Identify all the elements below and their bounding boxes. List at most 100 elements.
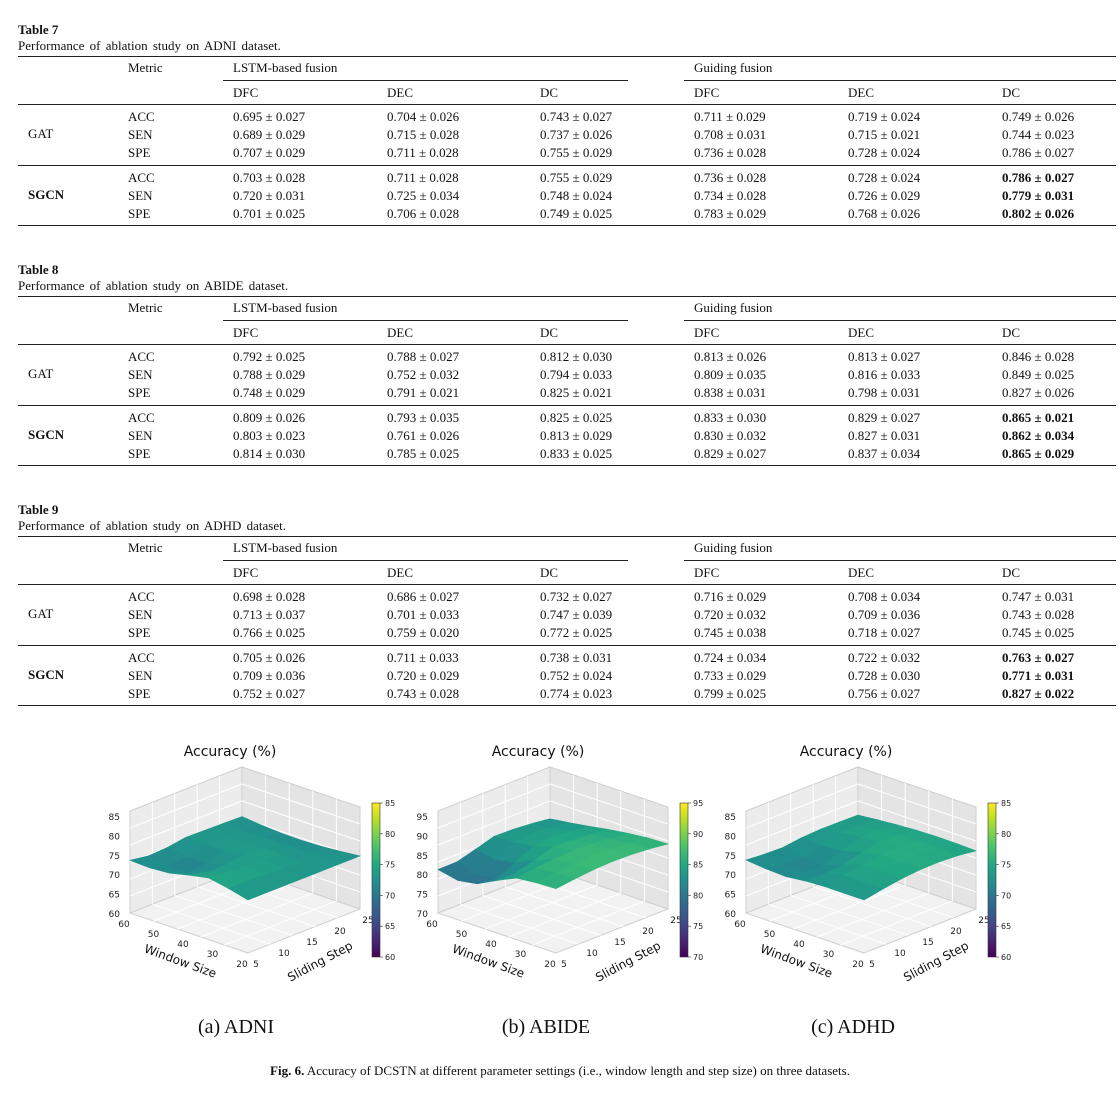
table-body: Metric LSTM-based fusion Guiding fusion DFC…: [18, 536, 1116, 706]
x-tick-label: 50: [456, 930, 468, 940]
value-cell: 0.838 ± 0.031: [694, 385, 767, 400]
value-cell: 0.813 ± 0.026: [694, 349, 767, 364]
value-cell: 0.752 ± 0.032: [387, 367, 460, 382]
z-tick-label: 65: [725, 891, 736, 901]
group-header-lstm: LSTM-based fusion: [233, 540, 338, 555]
value-cell: 0.686 ± 0.027: [387, 589, 460, 604]
grid-line: [437, 783, 551, 829]
sub-header: DFC: [233, 565, 259, 580]
value-cell: 0.701 ± 0.033: [387, 607, 460, 622]
y-tick-label: 20: [950, 927, 962, 937]
metric-cell: ACC: [128, 650, 155, 665]
value-cell: 0.803 ± 0.023: [233, 428, 306, 443]
plot-title: Accuracy (%): [184, 744, 277, 760]
metric-cell: SEN: [128, 127, 153, 142]
z-tick-label: 70: [417, 910, 429, 920]
value-cell: 0.761 ± 0.026: [387, 428, 460, 443]
z-tick-label: 75: [417, 891, 428, 901]
value-cell: 0.748 ± 0.024: [540, 188, 613, 203]
x-tick-label: 20: [544, 960, 556, 970]
table-row: SEN 0.713 ± 0.037 0.701 ± 0.033 0.747 ± 0.0…: [18, 606, 1116, 624]
colorbar: [371, 802, 381, 958]
model-name: SGCN: [28, 427, 65, 442]
value-cell: 0.814 ± 0.030: [233, 446, 306, 461]
grid-line: [177, 884, 290, 930]
colorbar-tick-label: 75: [1001, 861, 1011, 870]
value-cell: 0.737 ± 0.026: [540, 127, 613, 142]
sub-header-row: DFC DEC DC DFC DEC DC: [18, 81, 1116, 105]
sub-header-row: DFC DEC DC DFC DEC DC: [18, 561, 1116, 585]
sub-header: DC: [540, 325, 559, 340]
value-cell: 0.768 ± 0.026: [848, 206, 921, 221]
panel-label-adhd: (c) ADHD: [811, 1016, 895, 1038]
sub-header: DEC: [848, 325, 874, 340]
value-cell: 0.812 ± 0.030: [540, 349, 613, 364]
metric-cell: ACC: [128, 410, 155, 425]
group-rule-lstm: [223, 560, 628, 561]
table-body: Metric LSTM-based fusion Guiding fusion DFC…: [18, 296, 1116, 466]
colorbar-tick-label: 65: [1001, 922, 1011, 931]
x-tick-label: 30: [823, 950, 835, 960]
colorbar-tick-label: 85: [385, 799, 395, 808]
y-tick-label: 10: [586, 949, 598, 959]
grid-line: [840, 900, 953, 946]
value-cell: 0.709 ± 0.036: [233, 668, 306, 683]
group-rule-lstm: [223, 80, 628, 81]
metric-header: Metric: [128, 300, 163, 315]
model-group-gat: GAT ACC 0.792 ± 0.025 0.788 ± 0.027 0.812 ± …: [18, 345, 1116, 405]
x-tick-label: 30: [515, 950, 527, 960]
z-tick-label: 85: [109, 813, 120, 823]
value-cell: 0.736 ± 0.028: [694, 170, 767, 185]
value-cell: 0.711 ± 0.028: [387, 145, 459, 160]
plot-title: Accuracy (%): [800, 744, 893, 760]
plot-title: Accuracy (%): [492, 744, 585, 760]
value-cell: 0.728 ± 0.024: [848, 145, 921, 160]
table-label: Table 8: [18, 262, 59, 277]
table-row: ACC 0.695 ± 0.027 0.704 ± 0.026 0.743 ± 0.0…: [18, 108, 1116, 126]
sub-header-row: DFC DEC DC DFC DEC DC: [18, 321, 1116, 345]
colorbar-tick-label: 80: [385, 830, 395, 839]
z-tick-label: 60: [109, 910, 121, 920]
value-cell: 0.756 ± 0.027: [848, 686, 921, 701]
grid-line: [745, 800, 859, 846]
value-cell: 0.711 ± 0.029: [694, 109, 766, 124]
table-row: SEN 0.709 ± 0.036 0.720 ± 0.029 0.752 ± 0.0…: [18, 667, 1116, 685]
metric-cell: SPE: [128, 385, 151, 400]
sub-header: DFC: [233, 325, 259, 340]
value-cell: 0.829 ± 0.027: [694, 446, 767, 461]
grid-line: [437, 800, 551, 846]
colorbar-tick-label: 95: [693, 799, 703, 808]
value-cell: 0.809 ± 0.026: [233, 410, 306, 425]
metric-cell: ACC: [128, 109, 155, 124]
value-cell: 0.747 ± 0.039: [540, 607, 613, 622]
value-cell: 0.791 ± 0.021: [387, 385, 460, 400]
colorbar: [987, 802, 997, 958]
y-axis-label: Sliding Step: [901, 938, 971, 984]
value-cell: 0.827 ± 0.026: [1002, 385, 1075, 400]
table-row: SPE 0.701 ± 0.025 0.706 ± 0.028 0.749 ± 0.0…: [18, 205, 1116, 223]
grid-line: [241, 783, 361, 825]
value-cell: 0.695 ± 0.027: [233, 109, 306, 124]
group-header-lstm: LSTM-based fusion: [233, 300, 338, 315]
table-row: SEN 0.689 ± 0.029 0.715 ± 0.028 0.737 ± 0.0…: [18, 126, 1116, 144]
table-row: ACC 0.792 ± 0.025 0.788 ± 0.027 0.812 ± 0.0…: [18, 348, 1116, 366]
grid-line: [460, 903, 579, 945]
y-axis-label: Sliding Step: [593, 938, 663, 984]
sub-header: DFC: [694, 85, 720, 100]
y-tick-label: 10: [894, 949, 906, 959]
grid-line: [768, 903, 887, 945]
grid-line: [174, 894, 293, 936]
value-cell: 0.734 ± 0.028: [694, 188, 767, 203]
sub-header: DC: [540, 565, 559, 580]
grid-line: [816, 892, 929, 938]
grid-line: [200, 892, 313, 938]
z-tick-label: 80: [725, 832, 737, 842]
sub-header: DEC: [848, 85, 874, 100]
value-cell: 0.718 ± 0.027: [848, 625, 921, 640]
value-cell: 0.849 ± 0.025: [1002, 367, 1075, 382]
table-row: SPE 0.766 ± 0.025 0.759 ± 0.020 0.772 ± 0.0…: [18, 624, 1116, 642]
metric-cell: SPE: [128, 145, 151, 160]
grid-line: [505, 886, 624, 928]
value-cell: 0.711 ± 0.033: [387, 650, 459, 665]
y-tick-label: 5: [253, 960, 259, 970]
